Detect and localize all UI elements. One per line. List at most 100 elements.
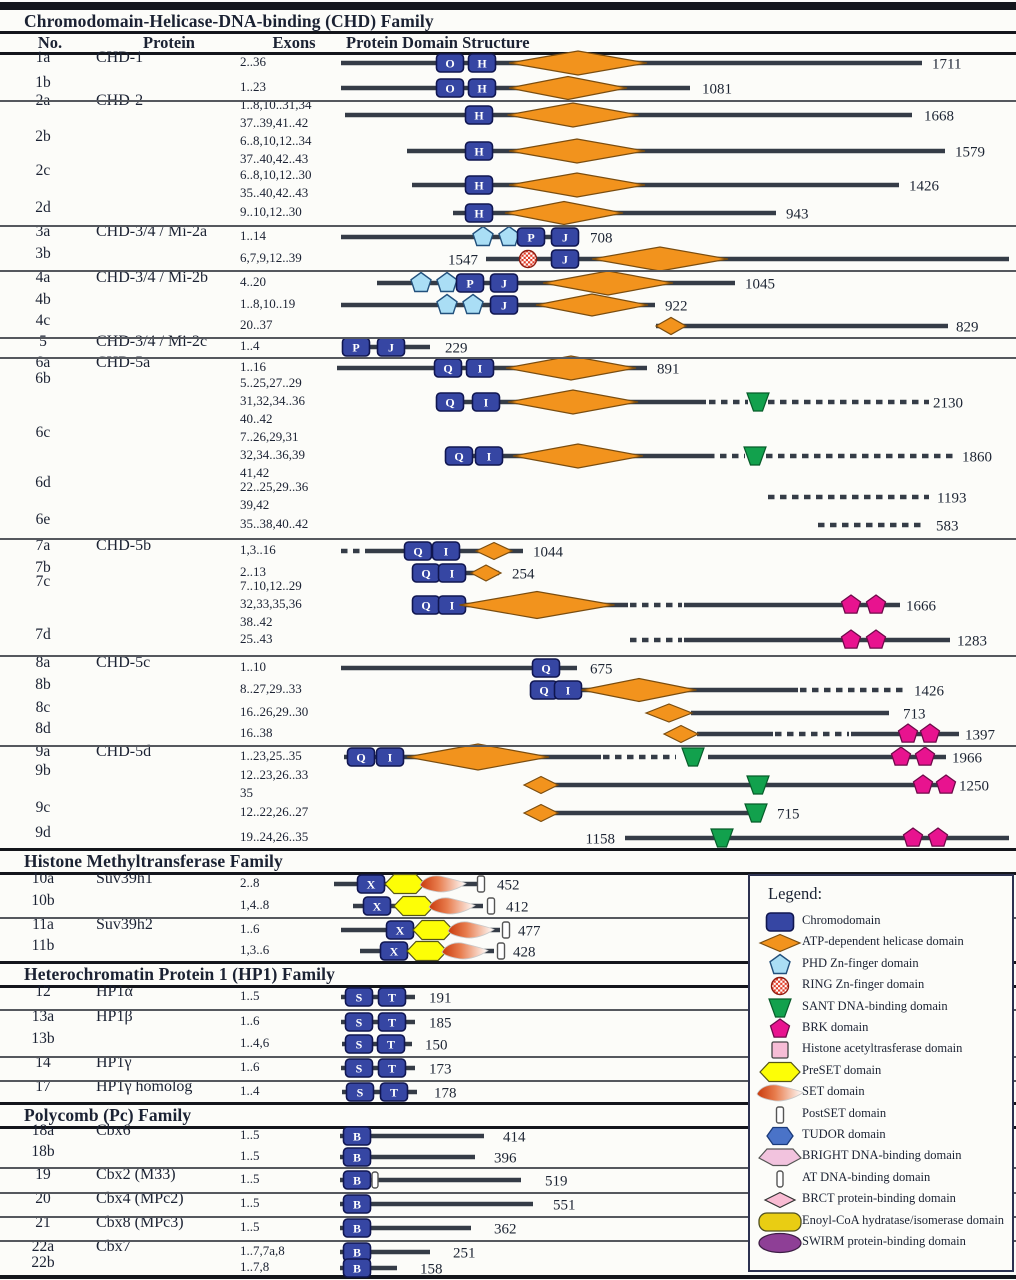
set-domain-icon [419,875,467,893]
domain-structure-diagram: P J 708 [341,225,613,247]
exon-list: 19..24,26..35 [240,828,308,846]
exon-line: 2..8 [240,875,260,890]
domain-structure-diagram: Q I 1860 [444,443,992,469]
row-number: 2d [35,199,51,216]
brk-domain-icon [927,827,949,847]
postset-domain-icon [496,942,506,960]
exon-list: 35..38,40..42 [240,515,308,533]
exon-line: 1,4..8 [240,897,270,912]
svg-text:S: S [357,1086,364,1100]
domain-structure-diagram: B 414 [340,1126,526,1146]
brk-domain-icon [914,746,936,766]
svg-text:H: H [474,179,484,193]
phd-zn-finger-icon [462,293,484,315]
aa-length-label: 675 [590,662,613,678]
exon-list: 1..6 [240,920,260,938]
protein-name: CHD-5d [96,743,152,760]
domain-structure-diagram: O H 1711 [341,50,961,76]
svg-text:J: J [562,253,568,267]
exon-list: 6,7,9,12..39 [240,249,302,267]
svg-text:H: H [477,57,487,71]
helicase-domain-icon [522,803,560,823]
helicase-domain-icon [508,172,646,198]
exon-line: 2..13 [240,564,266,579]
legend-item-label: SWIRM protein-binding domain [802,1234,966,1248]
chromodomain-icon: T [377,1012,407,1032]
svg-text:H: H [477,82,487,96]
row-number: 11a [32,916,54,933]
tudor-legend-icon [766,1126,794,1146]
domain-structure-diagram: X 452 [334,873,520,895]
brct-domain-icon [763,1192,797,1209]
row-number: 6b [35,370,51,387]
svg-text:O: O [445,57,454,71]
sant-domain-icon [746,392,770,412]
chromodomain-icon: Q [403,541,433,561]
row-separator [0,917,1016,919]
aa-length-label: 1081 [702,82,732,98]
aa-length-label: 1283 [957,634,987,650]
chromodomain-icon: I [437,595,467,615]
brk-domain-icon [769,1018,791,1038]
svg-text:B: B [353,1151,361,1165]
swirm-domain-icon [758,1232,802,1254]
enoyl-coa-hydratase-legend-icon [758,1211,802,1232]
row-number: 10b [31,892,55,909]
exon-line: 31,32,34..36 [240,393,305,408]
exon-list: 1..5 [240,1218,260,1236]
row-separator [0,1216,1016,1218]
exon-line: 1..6 [240,1059,260,1074]
domain-structure-diagram: 715 [522,803,800,823]
chromodomain-icon: T [377,987,407,1007]
chromodomain-icon: Q [433,358,463,378]
chromodomain-icon: Q [531,658,561,678]
exon-line: 1..7,8 [240,1259,270,1274]
row-number: 2b [35,128,51,145]
brk-domain-icon [897,723,919,743]
domain-structure-diagram: H 1426 [412,172,940,198]
aa-length-label: 362 [494,1222,517,1238]
aa-length-label: 713 [903,707,926,723]
exon-line: 2..36 [240,54,266,69]
aa-length-label: 1668 [924,109,954,125]
aa-length-label: 452 [497,878,520,894]
section-rule [0,848,1016,851]
domain-structure-diagram: 1283 [630,629,987,650]
aa-length-label: 414 [503,1130,526,1146]
chromodomain-icon: P [455,273,485,293]
aa-length-label: 428 [513,945,536,961]
domain-structure-diagram: B 362 [340,1218,517,1238]
legend-item-label: BRK domain [802,1020,869,1034]
sant-domain-icon [744,803,768,823]
protein-name: Suv39h2 [96,916,153,933]
row-number: 8b [35,676,51,693]
svg-text:T: T [388,1016,396,1030]
exon-list: 25..43 [240,630,273,648]
svg-text:I: I [444,545,449,559]
aa-length-label: 891 [657,362,680,378]
exon-line: 32,33,35,36 [240,596,302,611]
brk-legend-icon [769,1018,791,1038]
exon-line: 1..6 [240,1013,260,1028]
phd-zn-finger-icon [436,271,458,293]
chromodomain-icon: I [474,446,504,466]
chromodomain-icon: T [377,1058,407,1078]
exon-line: 35..40,42..43 [240,185,309,200]
aa-length-label: 173 [429,1062,452,1078]
legend-title: Legend: [768,884,823,903]
row-separator [0,1240,1016,1242]
row-separator [0,1009,1016,1011]
at-dna-binding-icon [371,1171,379,1189]
aa-length-label: 254 [512,567,535,583]
svg-text:J: J [501,277,507,291]
helicase-domain-icon [644,703,694,723]
histone-acetyltransferase-legend-icon [771,1041,789,1060]
exon-line: 1..6 [240,921,260,936]
domain-structure-diagram: S T 191 [341,987,452,1007]
phd-zn-finger-legend-icon [769,953,791,974]
section-rule [0,31,1016,34]
exon-line: 4..20 [240,274,266,289]
aa-length-label: 922 [665,299,688,315]
svg-text:P: P [352,341,359,355]
section-rule [0,1102,1016,1105]
